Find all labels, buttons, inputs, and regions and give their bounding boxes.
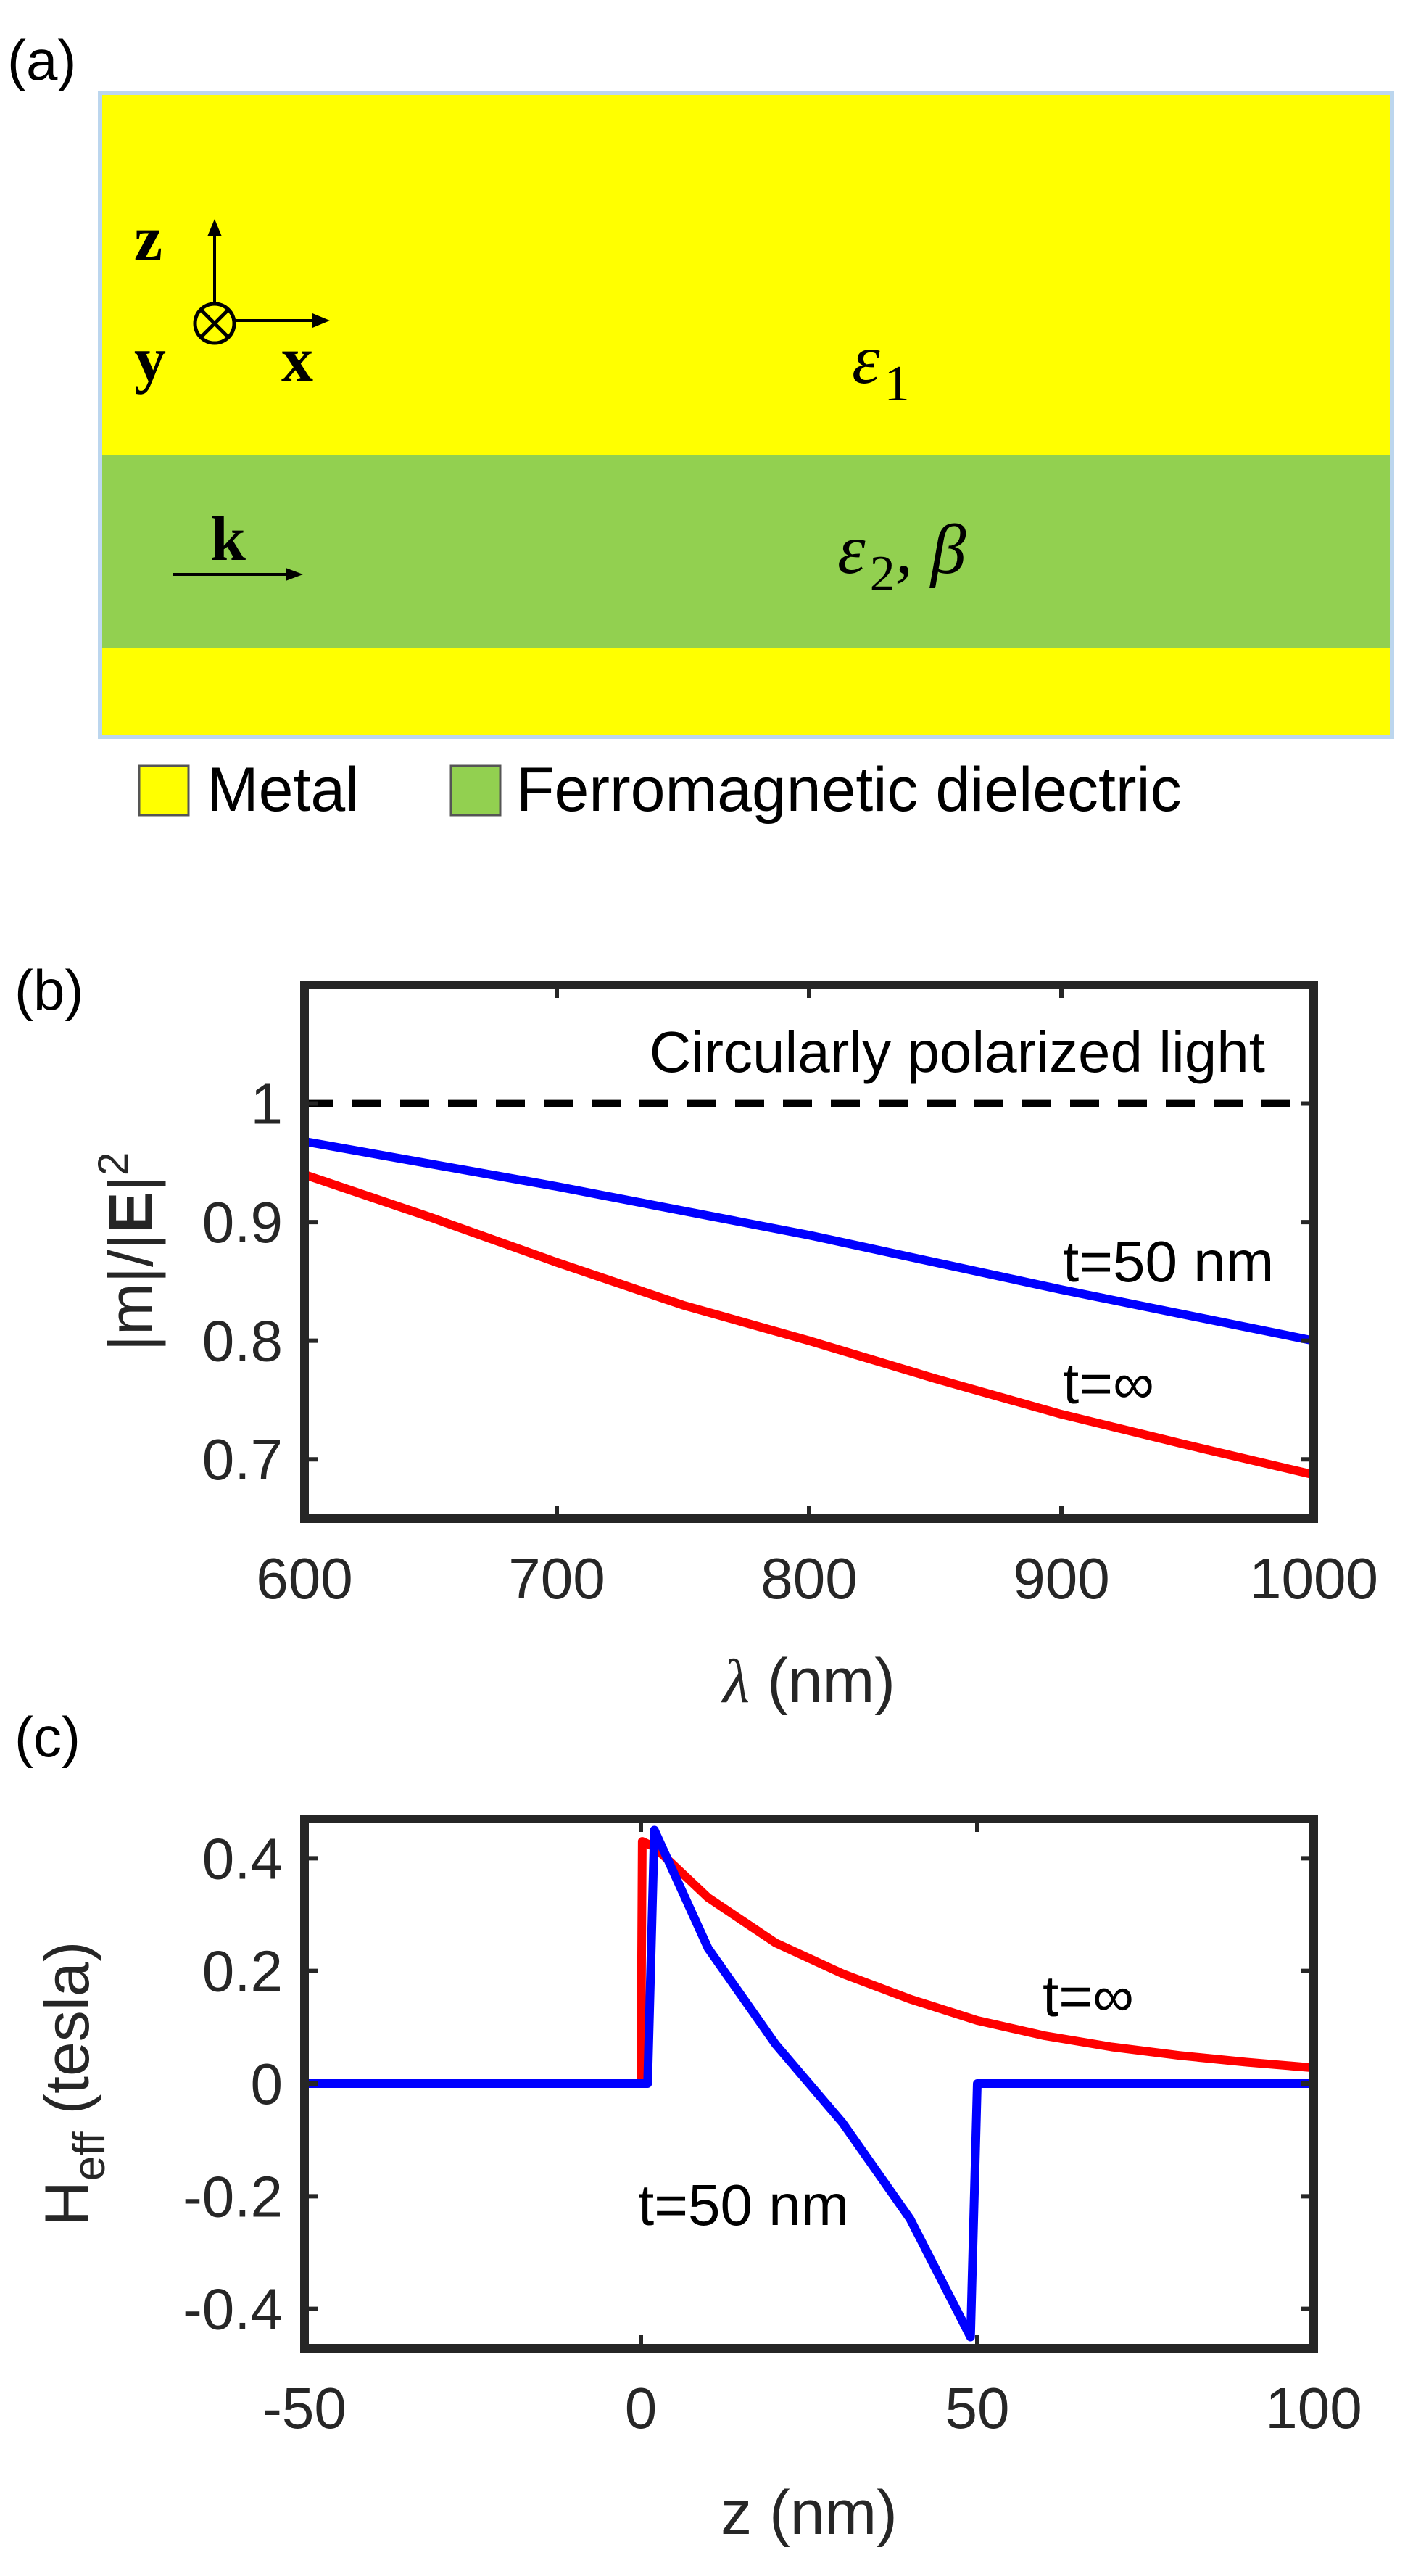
panel-b-x-axis-label: λ (nm): [721, 1646, 895, 1716]
panel-b-x-tick-label-0: 600: [256, 1546, 352, 1611]
panel-b-y-tick-label-1: 0.8: [202, 1309, 283, 1374]
x-arrow-head-icon: [312, 313, 330, 328]
panel-b-series-1-line: [303, 1136, 1315, 1345]
panel-b-x-tick-label-3: 900: [1013, 1546, 1109, 1611]
panel-b-x-tick-label-4: 1000: [1249, 1546, 1378, 1611]
y-axis-label: y: [134, 325, 166, 395]
panel-c-annotation-tinf: t=∞: [1043, 1964, 1134, 2028]
metal-legend-label: Metal: [207, 755, 359, 825]
panel-b-ticks-layer: 600 700 800 900 1000 0.7 0.8 0.9 1: [202, 985, 1378, 1611]
panel-c-y-tick-label-3: -0.2: [183, 2164, 283, 2229]
panel-b-series-2-line: [303, 1171, 1315, 1479]
z-arrow-head-icon: [207, 219, 222, 236]
panel-c-annotation-t50: t=50 nm: [638, 2173, 849, 2237]
dielectric-legend-label: Ferromagnetic dielectric: [516, 755, 1182, 825]
panel-b-label: (b): [14, 958, 83, 1022]
wave-vector-label: k: [210, 504, 246, 574]
dielectric-layer: [100, 455, 1392, 648]
panel-c-y-tick-label-2: 0: [251, 2052, 283, 2116]
metal-legend-swatch: [138, 764, 190, 817]
structure-border: [98, 91, 1394, 739]
panel-c-series-layer: [304, 1825, 1314, 2342]
y-into-page-icon: [193, 302, 236, 345]
panel-c-x-axis-label: z (nm): [721, 2478, 898, 2548]
panel-c-y-tick-label-1: 0.2: [202, 1939, 283, 2004]
dielectric-legend-swatch: [450, 764, 502, 817]
y-cross-stroke-2: [199, 308, 230, 339]
panel-a: (a) z y x k ε1 ε2, β M: [7, 28, 1394, 825]
panel-b-y-tick-label-0: 0.7: [202, 1427, 283, 1492]
panel-c-label: (c): [14, 1705, 80, 1769]
coordinate-axes: z y x: [134, 204, 330, 395]
panel-c-series-0-line: [304, 1837, 1314, 2088]
epsilon2-beta-label: ε2, β: [837, 511, 966, 602]
panel-a-label: (a): [7, 28, 76, 92]
panel-c: (c) -50 0 50 100 0.4 0.2 0 -0.2 -0.4 t=∞ t=50 nm…: [14, 1705, 1362, 2548]
panel-c-series-1-line: [304, 1825, 1314, 2342]
metal-bottom-layer: [100, 648, 1392, 737]
panel-b-annotation-t50: t=50 nm: [1063, 1229, 1274, 1294]
x-axis-label: x: [281, 325, 313, 395]
panel-b-y-axis-label: |m|/|E|2: [90, 1152, 166, 1352]
panel-b-y-tick-label-2: 0.9: [202, 1190, 283, 1255]
panel-c-ticks-layer: -50 0 50 100 0.4 0.2 0 -0.2 -0.4: [183, 1819, 1362, 2440]
panel-c-x-tick-label-1: 0: [625, 2376, 658, 2440]
panel-b: (b) 600 700 800 900 1000 0.7 0.8 0.9 1 Circularl…: [14, 958, 1378, 1716]
panel-a-legend: Metal Ferromagnetic dielectric: [138, 755, 1182, 825]
z-axis-label: z: [134, 204, 162, 274]
panel-b-annotation-circular: Circularly polarized light: [650, 1020, 1265, 1084]
panel-c-x-tick-label-2: 50: [945, 2376, 1010, 2440]
panel-b-series-layer: [303, 1099, 1315, 1479]
panel-c-x-tick-label-3: 100: [1265, 2376, 1362, 2440]
panel-b-x-tick-label-2: 800: [761, 1546, 857, 1611]
panel-c-y-tick-label-4: -0.4: [183, 2277, 283, 2342]
panel-c-y-axis-label: Heff (tesla): [33, 1941, 115, 2226]
panel-b-x-tick-label-1: 700: [508, 1546, 605, 1611]
panel-b-annotation-tinf: t=∞: [1063, 1351, 1154, 1416]
wave-vector: k: [173, 504, 303, 581]
metal-top-layer: [100, 93, 1392, 455]
panel-c-y-tick-label-0: 0.4: [202, 1826, 283, 1891]
wave-vector-arrow-head-icon: [286, 568, 303, 581]
epsilon1-label: ε1: [852, 321, 910, 412]
panel-c-x-tick-label-0: -50: [262, 2376, 347, 2440]
panel-b-y-tick-label-3: 1: [251, 1072, 283, 1136]
